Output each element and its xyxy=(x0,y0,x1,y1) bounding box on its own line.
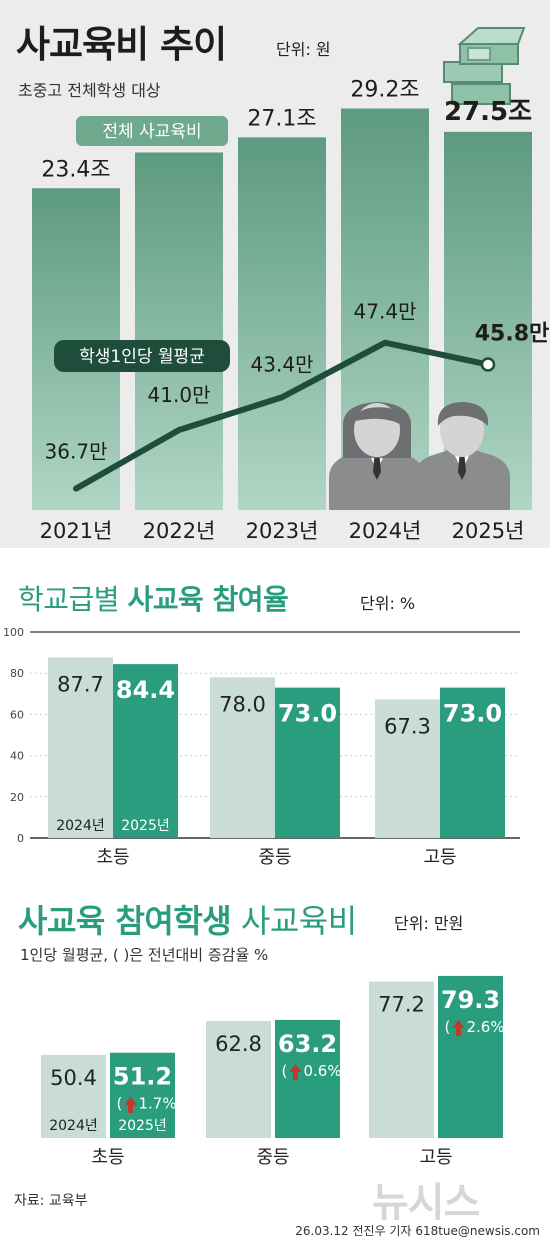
y-tick-label: 100 xyxy=(3,626,24,639)
spending-2024-label: 50.4 xyxy=(50,1066,97,1090)
spending-title-part2: 사교육비 xyxy=(240,902,357,940)
credit-line: 26.03.12 전진우 기자 618tue@newsis.com xyxy=(295,1224,540,1238)
total-spending-label: 27.5조 xyxy=(444,97,532,127)
total-spending-legend xyxy=(76,116,228,146)
total-spending-bar xyxy=(135,152,223,510)
spending-2024-bar xyxy=(41,1054,106,1138)
series-2025-name: 2025년 xyxy=(121,818,170,834)
per-student-legend-text: 학생1인당 월평균 xyxy=(79,347,205,367)
spending-2025-label: 79.3 xyxy=(441,986,500,1014)
total-spending-legend-text: 전체 사교육비 xyxy=(102,122,201,142)
per-student-label: 45.8만 xyxy=(475,322,550,347)
participation-2025-bar xyxy=(440,687,505,838)
trend-unit: 단위: 원 xyxy=(276,40,331,59)
source-note: 자료: 교육부 xyxy=(14,1193,88,1209)
series-2024-name: 2024년 xyxy=(56,818,105,834)
participation-2025-bar xyxy=(113,664,178,838)
category-label: 초등 xyxy=(91,1147,124,1168)
series-2024-name: 2024년 xyxy=(49,1118,98,1134)
year-label: 2025년 xyxy=(452,519,525,543)
category-label: 초등 xyxy=(96,847,129,868)
up-arrow-icon xyxy=(289,1063,302,1080)
year-label: 2024년 xyxy=(349,519,422,543)
y-tick-label: 40 xyxy=(10,750,24,763)
year-label: 2023년 xyxy=(246,519,319,543)
series-2025-name: 2025년 xyxy=(118,1118,167,1134)
spending-unit: 단위: 만원 xyxy=(394,914,464,933)
per-student-label: 43.4만 xyxy=(251,352,314,376)
participation-2025-bar xyxy=(275,687,340,838)
y-tick-label: 20 xyxy=(10,791,24,804)
spending-title-part1: 사교육 참여학생 xyxy=(18,902,232,940)
spending-2025-bar xyxy=(275,1019,340,1138)
year-label: 2022년 xyxy=(143,519,216,543)
y-tick-label: 80 xyxy=(10,667,24,680)
participation-2025-label: 73.0 xyxy=(278,700,337,728)
change-annotation: (2.6%) xyxy=(445,1018,513,1036)
participation-2025-label: 73.0 xyxy=(443,700,502,728)
spending-2024-bar xyxy=(369,981,434,1138)
change-value: 1.7% xyxy=(139,1095,177,1113)
participation-2024-label: 87.7 xyxy=(57,672,104,696)
spending-subtitle: 1인당 월평균, ( )은 전년대비 증감율 % xyxy=(20,946,269,964)
per-student-label: 41.0만 xyxy=(148,383,211,407)
spending-2024-label: 77.2 xyxy=(378,993,425,1017)
total-spending-label: 29.2조 xyxy=(350,78,419,103)
up-arrow-icon xyxy=(452,1019,465,1036)
y-tick-label: 60 xyxy=(10,708,24,721)
spending-title: 사교육 참여학생 사교육비 xyxy=(18,896,357,942)
students-icon xyxy=(329,402,510,510)
spending-2025-bar xyxy=(438,975,503,1138)
participation-title-part2: 사교육 참여율 xyxy=(127,583,289,616)
change-value: 0.6% xyxy=(304,1062,342,1080)
participation-2024-label: 78.0 xyxy=(219,692,266,716)
change-annotation: (0.6%) xyxy=(282,1062,350,1080)
category-label: 고등 xyxy=(423,847,456,868)
change-value: 2.6% xyxy=(467,1018,505,1036)
participation-2025-label: 84.4 xyxy=(116,676,175,704)
y-tick-label: 0 xyxy=(17,832,24,845)
trend-subtitle: 초중고 전체학생 대상 xyxy=(18,81,161,100)
participation-unit: 단위: % xyxy=(360,594,416,613)
paren-open: ( xyxy=(117,1095,123,1113)
paren-open: ( xyxy=(282,1062,288,1080)
per-student-line xyxy=(73,339,491,492)
participation-2024-bar xyxy=(48,657,113,838)
participation-2024-bar xyxy=(375,699,440,838)
total-spending-label: 23.4조 xyxy=(41,157,110,182)
participation-2024-bar xyxy=(210,677,275,838)
category-label: 중등 xyxy=(256,1147,289,1168)
category-label: 고등 xyxy=(419,1147,452,1168)
spending-2024-bar xyxy=(206,1021,271,1138)
change-annotation: (1.7%) xyxy=(117,1095,185,1113)
per-student-label: 47.4만 xyxy=(354,300,417,324)
money-stack-icon xyxy=(443,27,526,105)
paren-close: ) xyxy=(507,1018,513,1036)
per-student-label: 36.7만 xyxy=(45,440,108,464)
spending-2025-bar xyxy=(110,1052,175,1138)
year-label: 2021년 xyxy=(40,519,113,543)
participation-2024-label: 67.3 xyxy=(384,714,431,738)
category-label: 중등 xyxy=(258,847,291,868)
per-student-legend xyxy=(54,340,230,372)
total-spending-label: 27.1조 xyxy=(247,106,316,131)
watermark: 뉴시스 xyxy=(372,1180,480,1226)
spending-2024-label: 62.8 xyxy=(215,1032,262,1056)
per-student-point xyxy=(480,357,496,372)
participation-title: 학교급별 사교육 참여율 xyxy=(18,578,289,618)
paren-open: ( xyxy=(445,1018,451,1036)
paren-close: ) xyxy=(179,1095,185,1113)
page-title: 사교육비 추이 xyxy=(16,23,227,66)
participation-title-part1: 학교급별 xyxy=(18,583,120,616)
spending-2025-label: 51.2 xyxy=(113,1063,172,1091)
up-arrow-icon xyxy=(124,1096,137,1113)
total-spending-bar xyxy=(238,137,326,510)
paren-close: ) xyxy=(344,1062,350,1080)
spending-2025-label: 63.2 xyxy=(278,1030,337,1058)
